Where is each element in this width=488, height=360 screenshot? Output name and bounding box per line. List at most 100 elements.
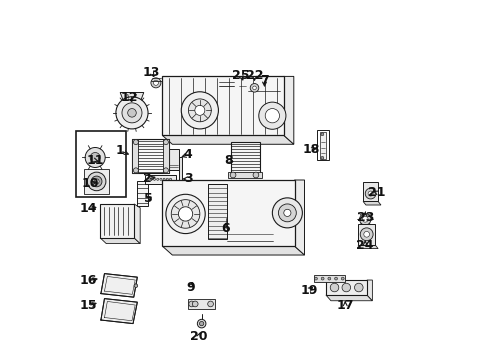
- Polygon shape: [101, 274, 137, 297]
- Circle shape: [127, 109, 136, 117]
- Bar: [162, 76, 283, 135]
- Circle shape: [363, 231, 369, 237]
- Circle shape: [197, 319, 205, 328]
- Circle shape: [192, 301, 198, 307]
- Text: 5: 5: [143, 193, 152, 206]
- Circle shape: [327, 277, 330, 280]
- Polygon shape: [363, 202, 380, 205]
- Polygon shape: [100, 238, 140, 244]
- Text: 4: 4: [183, 148, 191, 162]
- Text: 14: 14: [79, 202, 97, 215]
- Polygon shape: [325, 295, 372, 301]
- Bar: [319, 132, 325, 158]
- Polygon shape: [294, 180, 304, 255]
- Circle shape: [365, 188, 375, 199]
- Circle shape: [252, 86, 256, 90]
- Circle shape: [85, 148, 105, 167]
- Text: 10: 10: [81, 177, 99, 190]
- Circle shape: [188, 99, 211, 122]
- Circle shape: [334, 277, 337, 280]
- Circle shape: [341, 277, 344, 280]
- Text: 15: 15: [79, 299, 97, 312]
- Text: 17: 17: [336, 299, 353, 312]
- Polygon shape: [162, 135, 293, 144]
- Text: 18: 18: [303, 143, 320, 156]
- Bar: [325, 280, 366, 295]
- Circle shape: [320, 157, 323, 159]
- Circle shape: [278, 204, 296, 222]
- Polygon shape: [366, 280, 372, 301]
- Circle shape: [188, 301, 194, 307]
- Circle shape: [134, 284, 138, 288]
- Circle shape: [320, 133, 323, 136]
- Bar: [363, 182, 377, 202]
- Circle shape: [199, 321, 203, 326]
- Circle shape: [122, 103, 142, 123]
- Bar: [317, 130, 328, 160]
- Polygon shape: [162, 246, 304, 255]
- Text: 19: 19: [300, 284, 317, 297]
- Circle shape: [264, 109, 279, 123]
- Text: 2: 2: [142, 172, 151, 185]
- Circle shape: [87, 172, 106, 191]
- Circle shape: [321, 277, 324, 280]
- Bar: [164, 149, 179, 170]
- Circle shape: [153, 178, 155, 180]
- Text: 22: 22: [245, 69, 263, 82]
- Circle shape: [250, 84, 258, 92]
- Circle shape: [133, 140, 138, 145]
- Circle shape: [151, 78, 161, 88]
- Polygon shape: [101, 298, 137, 324]
- Bar: [145, 175, 175, 184]
- Text: 11: 11: [86, 154, 104, 167]
- Polygon shape: [247, 87, 280, 89]
- Circle shape: [178, 207, 192, 221]
- Circle shape: [133, 168, 138, 173]
- Text: 1: 1: [116, 144, 124, 157]
- Text: 8: 8: [224, 154, 233, 167]
- Circle shape: [362, 216, 367, 222]
- Bar: [313, 275, 344, 282]
- Circle shape: [354, 283, 363, 292]
- Bar: [357, 224, 374, 245]
- Bar: [132, 139, 169, 173]
- Text: 24: 24: [356, 239, 373, 252]
- Circle shape: [207, 301, 213, 307]
- Bar: [207, 184, 226, 239]
- Circle shape: [156, 178, 159, 180]
- Text: 20: 20: [190, 330, 207, 343]
- Circle shape: [150, 178, 152, 180]
- Bar: [132, 139, 138, 173]
- Circle shape: [165, 194, 205, 234]
- Bar: [100, 204, 134, 238]
- Polygon shape: [357, 245, 377, 249]
- Polygon shape: [247, 89, 280, 94]
- Circle shape: [258, 102, 285, 129]
- Circle shape: [163, 168, 168, 173]
- Circle shape: [360, 228, 372, 241]
- Bar: [162, 180, 294, 246]
- Circle shape: [283, 209, 290, 216]
- Text: 12: 12: [121, 91, 138, 104]
- Bar: [188, 298, 214, 309]
- Circle shape: [94, 179, 99, 184]
- Circle shape: [163, 140, 168, 145]
- Text: 9: 9: [185, 281, 194, 294]
- Polygon shape: [134, 204, 140, 244]
- Circle shape: [329, 283, 338, 292]
- Circle shape: [341, 283, 350, 292]
- Circle shape: [153, 80, 158, 85]
- Circle shape: [230, 172, 235, 178]
- Circle shape: [171, 200, 200, 228]
- Text: 16: 16: [79, 274, 97, 287]
- Circle shape: [91, 176, 102, 187]
- Circle shape: [314, 277, 317, 280]
- Text: 3: 3: [183, 172, 192, 185]
- Circle shape: [147, 178, 149, 180]
- Polygon shape: [283, 76, 293, 144]
- Polygon shape: [120, 93, 143, 102]
- Circle shape: [253, 172, 258, 178]
- Circle shape: [160, 178, 162, 180]
- Circle shape: [166, 178, 168, 180]
- Circle shape: [359, 213, 370, 225]
